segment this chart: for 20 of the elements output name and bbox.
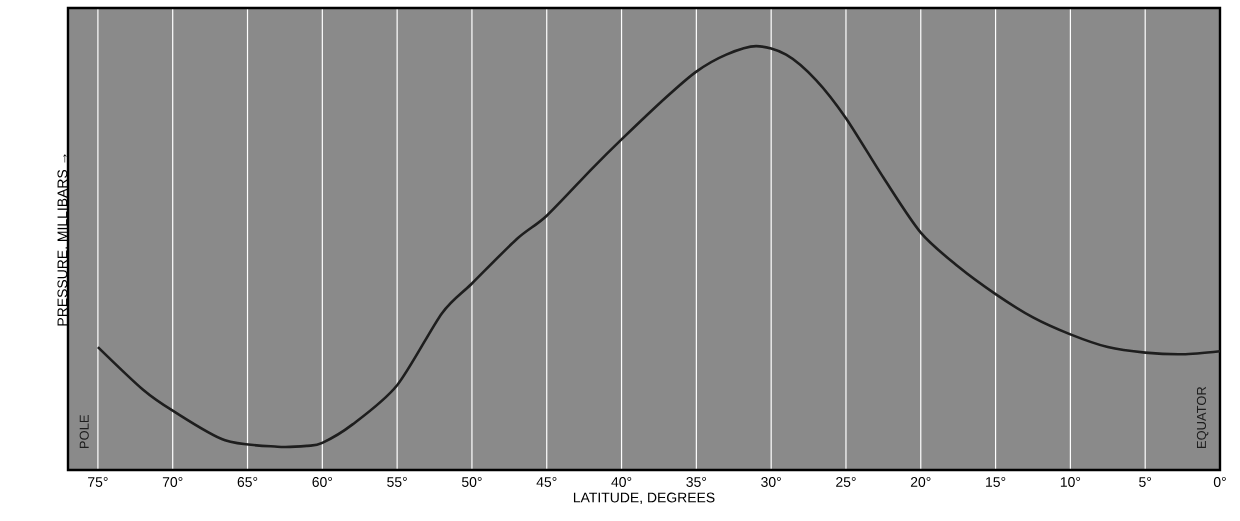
x-tick-label: 35° [686, 477, 707, 487]
x-tick-label: 15° [986, 477, 1006, 487]
x-tick-label: 40° [611, 477, 632, 487]
y-axis-title: PRESSURE, MILLIBARS → [57, 154, 69, 326]
x-tick-label: 10° [1060, 477, 1081, 487]
x-tick-label: 60° [312, 477, 333, 487]
x-tick-label: 75° [88, 477, 108, 487]
x-tick-label: 0° [1213, 477, 1226, 487]
x-tick-label: 65° [237, 477, 258, 487]
x-axis-title: LATITUDE, DEGREES [573, 492, 715, 505]
x-tick-label: 20° [910, 477, 931, 487]
x-tick-label: 70° [162, 477, 183, 487]
x-tick-label: 45° [536, 477, 557, 487]
x-tick-label: 30° [761, 477, 781, 487]
annotation: POLE [79, 415, 89, 449]
x-tick-label: 25° [836, 477, 856, 487]
annotation: EQUATOR [1196, 386, 1209, 449]
x-tick-label: 50° [461, 477, 482, 487]
x-tick-label: 55° [387, 477, 407, 487]
x-tick-label: 5° [1139, 477, 1152, 487]
